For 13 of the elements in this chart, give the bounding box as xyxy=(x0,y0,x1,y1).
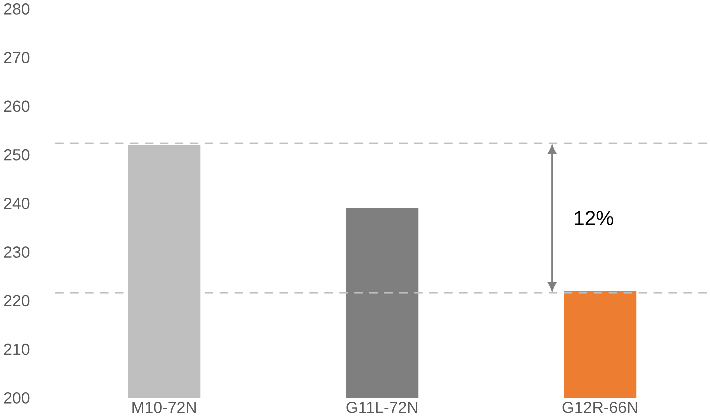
y-tick-label: 260 xyxy=(4,100,30,112)
y-tick-label: 220 xyxy=(4,295,30,307)
x-tick-label: G12R-66N xyxy=(562,402,638,414)
y-tick-label: 240 xyxy=(4,198,30,210)
y-tick-label: 280 xyxy=(4,4,30,15)
y-tick-label: 200 xyxy=(4,392,30,404)
x-tick-label: G11L-72N xyxy=(346,402,418,414)
y-tick-label: 210 xyxy=(4,344,30,356)
annotation: 12% xyxy=(575,211,614,226)
y-tick-label: 250 xyxy=(4,149,30,161)
y-tick-label: 230 xyxy=(4,246,30,258)
y-tick-label: 270 xyxy=(4,52,30,64)
x-tick-label: M10-72N xyxy=(132,402,196,414)
